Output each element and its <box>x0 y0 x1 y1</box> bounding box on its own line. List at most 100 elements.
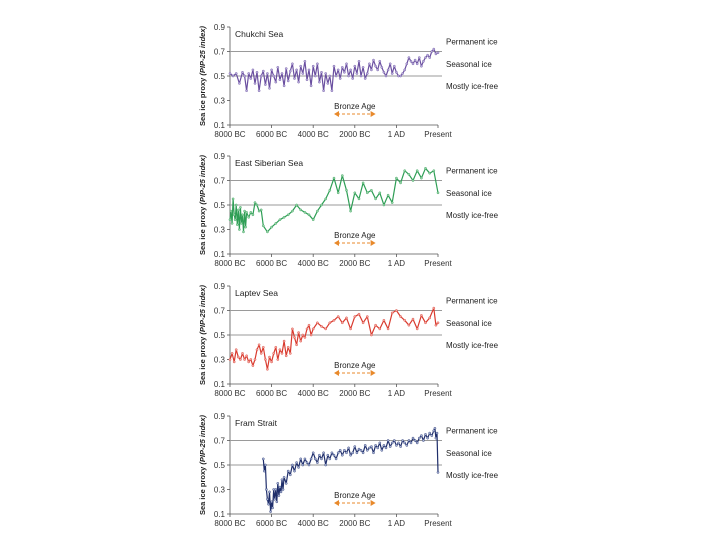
data-point <box>357 60 361 63</box>
data-point <box>305 78 309 81</box>
bronze-age-label: Bronze Age <box>334 102 376 111</box>
data-point <box>275 500 279 504</box>
panel-title: Laptev Sea <box>235 288 278 298</box>
data-point <box>388 445 392 448</box>
data-point <box>384 446 388 450</box>
data-point <box>334 457 338 461</box>
data-point <box>295 203 298 207</box>
y-axis-label: Sea ice proxy (PIP-25 index) <box>198 414 207 515</box>
data-point <box>238 228 241 231</box>
bronze-age-arrow-right <box>370 370 376 376</box>
data-point <box>357 312 361 316</box>
data-point <box>392 64 396 68</box>
data-point <box>236 355 240 359</box>
data-point <box>301 333 305 337</box>
x-tick-label: 6000 BC <box>256 389 287 398</box>
data-point <box>390 441 394 445</box>
y-axis-label-main: Sea ice proxy <box>198 205 207 255</box>
data-point <box>397 441 400 445</box>
data-point <box>332 64 336 68</box>
data-point <box>270 500 273 504</box>
data-point <box>279 490 283 494</box>
data-point <box>395 71 398 74</box>
x-tick-label: 1 AD <box>388 389 406 398</box>
data-point <box>343 448 346 452</box>
data-point <box>255 348 259 352</box>
data-point <box>320 457 323 461</box>
data-point <box>420 64 423 68</box>
data-point <box>340 321 344 325</box>
y-tick-label: 0.5 <box>214 201 226 210</box>
data-point <box>357 197 361 201</box>
data-point <box>299 64 303 68</box>
data-point <box>276 482 280 485</box>
data-point <box>284 67 288 70</box>
data-point <box>261 69 265 73</box>
data-point <box>349 327 352 331</box>
data-point <box>245 211 248 214</box>
data-point <box>272 352 276 355</box>
data-point <box>255 71 259 74</box>
data-point <box>386 327 390 331</box>
data-point <box>293 336 296 339</box>
data-point <box>299 457 303 461</box>
bronze-age-label: Bronze Age <box>334 361 376 370</box>
data-point <box>407 323 411 327</box>
data-point <box>376 446 380 450</box>
data-point <box>424 56 427 59</box>
data-point <box>311 327 315 331</box>
data-point <box>238 82 241 85</box>
data-point <box>261 345 265 349</box>
data-point <box>330 89 334 92</box>
data-point <box>340 453 344 457</box>
data-point <box>291 62 294 66</box>
x-tick-label: Present <box>424 519 452 528</box>
x-tick-label: 2000 BC <box>339 259 370 268</box>
data-point <box>328 321 332 325</box>
data-point <box>415 62 419 66</box>
data-point <box>392 439 396 442</box>
data-point <box>376 68 380 72</box>
data-point <box>257 343 261 347</box>
data-point <box>236 208 240 212</box>
data-point <box>424 433 427 436</box>
data-point <box>365 448 369 452</box>
data-point <box>411 62 415 66</box>
data-point <box>365 191 369 195</box>
data-point <box>262 469 266 473</box>
data-point <box>359 448 363 452</box>
y-axis-label-main: Sea ice proxy <box>198 465 207 515</box>
y-axis-label: Sea ice proxy (PIP-25 index) <box>198 154 207 255</box>
data-point <box>372 451 375 455</box>
data-point <box>243 358 246 361</box>
data-point <box>234 203 238 207</box>
data-point <box>241 71 244 74</box>
data-point <box>349 453 352 457</box>
data-point <box>326 82 330 85</box>
y-tick-label: 0.5 <box>214 461 226 470</box>
data-point <box>361 321 365 325</box>
data-point <box>268 355 271 359</box>
data-point <box>239 358 242 361</box>
data-point <box>363 444 367 447</box>
data-point <box>349 68 352 72</box>
data-point <box>413 439 417 442</box>
data-point <box>436 191 440 195</box>
data-point <box>229 209 233 213</box>
data-point <box>382 203 386 207</box>
data-point <box>409 60 413 63</box>
bronze-age-arrow-right <box>370 500 376 506</box>
data-point <box>320 203 323 207</box>
data-point <box>278 218 282 221</box>
data-point <box>395 309 398 312</box>
data-point <box>234 348 238 352</box>
data-point <box>282 215 286 219</box>
x-tick-label: Present <box>424 259 452 268</box>
data-point <box>403 68 407 72</box>
y-axis-label-italic: (PIP-25 index) <box>198 25 207 75</box>
data-point <box>434 52 438 56</box>
data-point <box>361 66 365 69</box>
zone-label: Permanent ice <box>446 297 498 306</box>
data-point <box>345 62 348 66</box>
data-point <box>351 77 355 80</box>
